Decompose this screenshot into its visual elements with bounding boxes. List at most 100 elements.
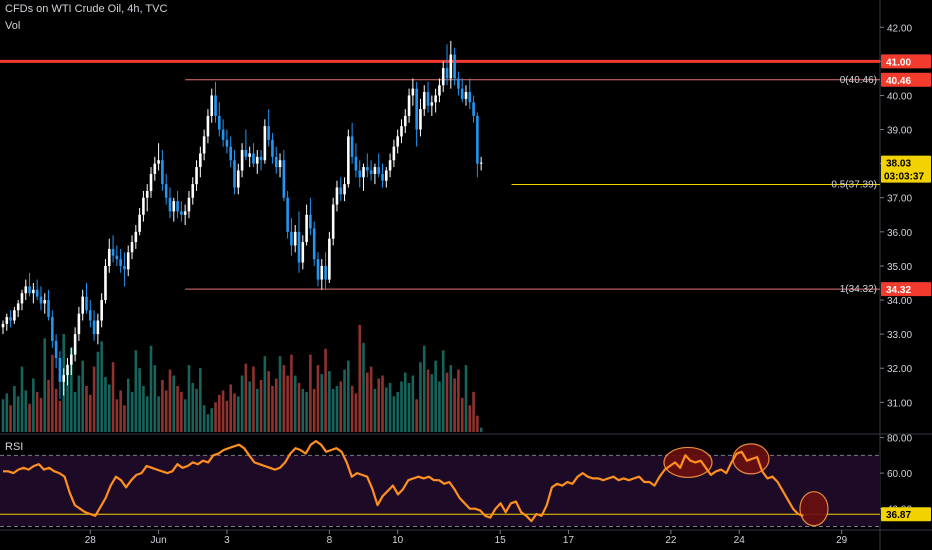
- price-tick-label: 34.00: [887, 296, 912, 307]
- time-tick-label: 22: [665, 535, 677, 546]
- candle-body: [403, 115, 407, 127]
- candle-body: [472, 102, 475, 116]
- candle-body: [206, 115, 210, 137]
- candle-body: [73, 334, 77, 355]
- candle-body: [115, 255, 119, 260]
- candle-body: [267, 126, 270, 140]
- candle-body: [218, 115, 221, 130]
- candle-body: [400, 126, 403, 137]
- volume-bar: [164, 390, 168, 432]
- candle-body: [426, 92, 430, 106]
- candle-body: [274, 156, 278, 168]
- volume-bar: [293, 375, 297, 432]
- volume-bar: [134, 350, 138, 432]
- rsi-badge-bg: [881, 507, 931, 522]
- volume-bar: [384, 387, 388, 432]
- volume-bar: [331, 388, 335, 432]
- candle-body: [100, 300, 103, 321]
- candle-body: [180, 211, 183, 215]
- volume-bar: [328, 371, 331, 432]
- volume-bar: [81, 360, 84, 432]
- volume-bar: [286, 375, 289, 432]
- volume-bar: [16, 396, 20, 432]
- candle-body: [172, 201, 176, 212]
- candle-body: [282, 160, 286, 198]
- volume-bar: [324, 348, 327, 432]
- candle-body: [92, 320, 96, 335]
- candle-body: [347, 136, 350, 185]
- candle-body: [453, 54, 456, 79]
- candle-body: [225, 139, 229, 147]
- time-tick-label: 24: [734, 535, 746, 546]
- volume-bar: [468, 405, 472, 432]
- volume-bar: [70, 347, 73, 432]
- volume-bar: [149, 345, 153, 432]
- volume-bar: [195, 388, 198, 432]
- resistance-badge-bg: [881, 54, 931, 69]
- volume-bar: [92, 366, 96, 432]
- candle-body: [384, 170, 388, 181]
- price-tick-label: 31.00: [887, 398, 912, 409]
- candle-body: [229, 146, 232, 161]
- candle-body: [39, 296, 43, 304]
- volume-bar: [267, 371, 270, 432]
- volume-bar: [85, 385, 88, 432]
- volume-bar: [453, 378, 456, 432]
- volume-bar: [168, 369, 172, 432]
- volume-bar: [9, 405, 12, 432]
- candle-body: [457, 78, 460, 89]
- volume-bar: [202, 405, 206, 432]
- fib-1-badge-bg: [881, 282, 931, 297]
- volume-bar: [104, 377, 107, 432]
- volume-bar: [233, 393, 236, 432]
- price-tick-label: 42.00: [887, 23, 912, 34]
- candle-body: [312, 228, 316, 260]
- time-tick-label: 29: [836, 535, 848, 546]
- volume-bar: [240, 375, 244, 432]
- candle-body: [123, 265, 126, 270]
- rsi-tick-label: 80.00: [887, 434, 912, 445]
- volume-bar: [32, 378, 35, 432]
- volume-bar: [176, 385, 179, 432]
- candle-body: [388, 160, 392, 171]
- candle-body: [392, 146, 396, 161]
- volume-bar: [343, 369, 346, 432]
- volume-bar: [426, 369, 430, 432]
- volume-bar: [96, 351, 100, 432]
- price-tick-label: 32.00: [887, 364, 912, 375]
- candle-body: [430, 102, 434, 106]
- candle-body: [255, 156, 259, 164]
- volume-bar: [20, 366, 24, 432]
- candle-body: [9, 317, 12, 321]
- candle-body: [62, 375, 66, 382]
- volume-bar: [111, 362, 115, 432]
- volume-bar: [449, 365, 453, 432]
- countdown-badge: 03:03:37: [884, 172, 924, 183]
- volume-label: Vol: [5, 20, 21, 32]
- candle-body: [301, 242, 305, 263]
- candle-body: [476, 115, 479, 164]
- volume-bar: [358, 325, 362, 432]
- rsi-badge: 36.87: [886, 510, 911, 521]
- volume-bar: [248, 381, 251, 432]
- candle-body: [88, 310, 92, 321]
- candle-body: [66, 364, 69, 376]
- volume-bar: [206, 414, 210, 432]
- volume-bar: [252, 366, 255, 432]
- volume-bar: [388, 382, 392, 432]
- candle-body: [5, 317, 9, 324]
- rsi-ellipse-1: [663, 446, 713, 479]
- candle-body: [479, 162, 483, 164]
- volume-bar: [347, 360, 350, 432]
- volume-bar: [441, 350, 445, 432]
- volume-bar: [479, 427, 483, 432]
- candle-body: [77, 313, 81, 335]
- candle-body: [153, 163, 157, 174]
- candle-body: [221, 129, 225, 140]
- volume-bar: [145, 396, 149, 432]
- volume-bar: [1, 399, 5, 432]
- candle-body: [16, 303, 20, 311]
- candle-body: [366, 167, 369, 171]
- volume-bar: [54, 388, 58, 432]
